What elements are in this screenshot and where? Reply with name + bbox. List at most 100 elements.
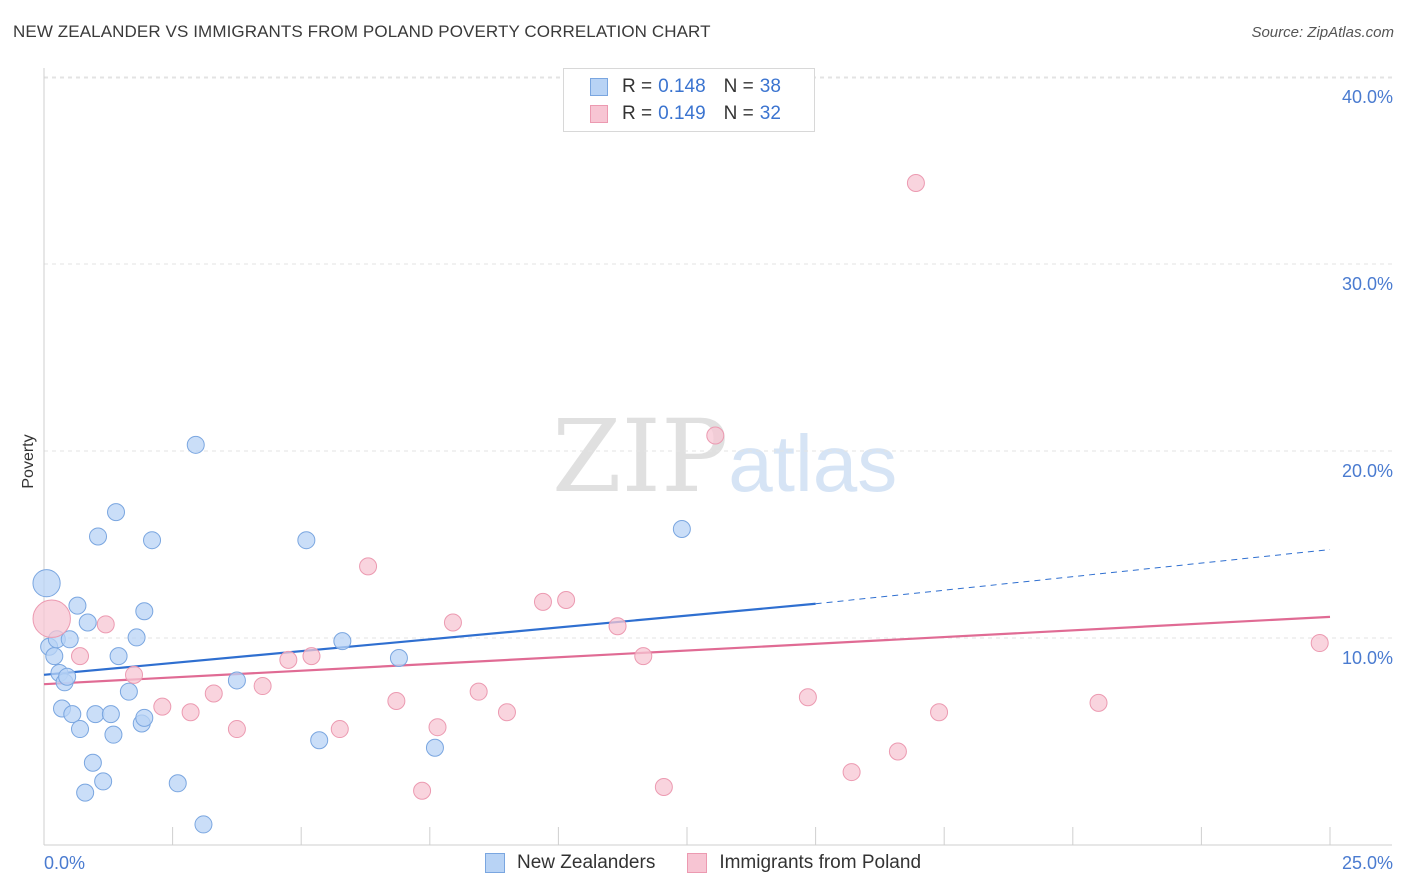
new-zealander-point bbox=[143, 531, 162, 550]
poland-immigrant-point bbox=[125, 665, 144, 684]
legend-r-value: 0.148 bbox=[658, 76, 706, 97]
y-tick-label: 10.0% bbox=[1342, 648, 1393, 668]
legend-n-label: N = bbox=[723, 76, 754, 97]
poland-immigrant-point bbox=[428, 718, 447, 737]
poland-immigrant-point bbox=[706, 426, 725, 445]
y-tick-label: 20.0% bbox=[1342, 461, 1393, 481]
new-zealander-point bbox=[186, 435, 205, 454]
new-zealander-point bbox=[310, 731, 329, 750]
legend-n-value: 38 bbox=[759, 76, 781, 97]
poland-immigrant-point bbox=[330, 720, 349, 739]
poland-immigrant-trendline bbox=[43, 615, 1331, 686]
poland-immigrant-point bbox=[181, 703, 200, 722]
y-tick-label: 40.0% bbox=[1342, 87, 1393, 107]
legend-row-new-zealanders: R = 0.148 N = 38 bbox=[590, 74, 781, 100]
new-zealander-point bbox=[194, 815, 213, 834]
legend-n-value: 32 bbox=[759, 103, 781, 124]
legend-item-label: Immigrants from Poland bbox=[719, 852, 922, 873]
new-zealander-point bbox=[135, 602, 154, 621]
legend-item-new-zealanders[interactable]: New Zealanders bbox=[484, 852, 656, 874]
new-zealander-point bbox=[101, 705, 120, 724]
legend-r-label: R = bbox=[622, 76, 653, 97]
source-label: Source: ZipAtlas.com bbox=[1251, 24, 1394, 41]
new-zealander-point bbox=[68, 596, 87, 615]
chart-title: NEW ZEALANDER VS IMMIGRANTS FROM POLAND … bbox=[13, 22, 711, 41]
pink-swatch-icon bbox=[590, 105, 608, 123]
new-zealander-point bbox=[168, 774, 187, 793]
new-zealander-point bbox=[45, 647, 64, 666]
poland-immigrant-point bbox=[634, 647, 653, 666]
poland-immigrant-point bbox=[32, 599, 71, 638]
poland-immigrant-point bbox=[842, 763, 861, 782]
new-zealander-point bbox=[135, 708, 154, 727]
poland-immigrant-point bbox=[443, 613, 462, 632]
x-tick-label: 25.0% bbox=[1342, 853, 1393, 873]
new-zealander-point bbox=[389, 649, 408, 667]
poland-immigrant-point bbox=[387, 692, 406, 711]
new-zealander-point bbox=[333, 632, 352, 651]
new-zealander-point bbox=[425, 738, 444, 757]
blue-swatch-icon bbox=[590, 78, 608, 96]
poland-immigrant-point bbox=[557, 591, 576, 610]
new-zealander-point bbox=[60, 630, 79, 649]
new-zealander-point bbox=[89, 527, 108, 546]
legend-r-label: R = bbox=[622, 103, 653, 124]
new-zealander-point bbox=[119, 682, 138, 701]
new-zealander-trendline-extension bbox=[815, 549, 1331, 605]
new-zealander-point bbox=[94, 772, 113, 791]
new-zealander-point bbox=[107, 503, 126, 522]
legend-r-value: 0.149 bbox=[658, 103, 706, 124]
new-zealander-point bbox=[58, 667, 77, 686]
new-zealander-point bbox=[672, 519, 691, 538]
poland-immigrant-point bbox=[227, 720, 246, 739]
new-zealander-point bbox=[104, 725, 123, 744]
watermark-atlas: atlas bbox=[728, 419, 898, 508]
poland-immigrant-point bbox=[279, 650, 298, 669]
poland-immigrant-point bbox=[96, 615, 115, 634]
poland-immigrant-point bbox=[204, 684, 223, 703]
poland-immigrant-point bbox=[654, 778, 673, 797]
series-legend: New Zealanders Immigrants from Poland bbox=[0, 852, 1406, 874]
y-axis-label: Poverty bbox=[20, 434, 37, 488]
poland-immigrant-point bbox=[413, 781, 432, 800]
poland-immigrant-point bbox=[608, 617, 627, 636]
new-zealander-point bbox=[63, 705, 82, 724]
new-zealander-point bbox=[78, 613, 97, 632]
poland-immigrant-point bbox=[359, 557, 378, 576]
poland-immigrant-point bbox=[1089, 693, 1108, 712]
new-zealander-point bbox=[76, 783, 95, 802]
poland-immigrant-point bbox=[930, 703, 949, 722]
poland-immigrant-point bbox=[302, 647, 321, 666]
poland-immigrant-point bbox=[798, 688, 817, 707]
new-zealander-point bbox=[227, 671, 246, 690]
new-zealander-trendline bbox=[43, 602, 816, 676]
new-zealander-point bbox=[109, 647, 128, 666]
watermark-zip: ZIP bbox=[552, 398, 729, 515]
legend-n-label: N = bbox=[723, 103, 754, 124]
correlation-legend: R = 0.148 N = 38 R = 0.149 N = 32 bbox=[563, 68, 815, 132]
poland-immigrant-point bbox=[888, 742, 907, 761]
poland-immigrant-point bbox=[906, 174, 925, 193]
watermark: ZIPatlas bbox=[552, 398, 897, 515]
poland-immigrant-point bbox=[533, 592, 552, 611]
legend-item-label: New Zealanders bbox=[516, 852, 656, 873]
poland-immigrant-point bbox=[497, 703, 516, 722]
poland-immigrant-point bbox=[253, 677, 272, 696]
new-zealander-point bbox=[86, 705, 105, 724]
poland-immigrant-point bbox=[1310, 634, 1329, 653]
pink-swatch-icon bbox=[687, 853, 708, 873]
new-zealander-point bbox=[297, 531, 316, 550]
new-zealander-point bbox=[83, 753, 102, 772]
poland-immigrant-point bbox=[71, 647, 90, 666]
x-tick-label: 0.0% bbox=[44, 853, 85, 873]
poland-immigrant-point bbox=[469, 682, 488, 701]
legend-item-immigrants-poland[interactable]: Immigrants from Poland bbox=[687, 852, 921, 874]
new-zealander-point bbox=[32, 569, 61, 598]
poland-immigrant-point bbox=[153, 697, 172, 716]
new-zealander-point bbox=[127, 628, 146, 647]
blue-swatch-icon bbox=[484, 853, 505, 873]
legend-row-immigrants-poland: R = 0.149 N = 32 bbox=[590, 101, 781, 127]
y-tick-label: 30.0% bbox=[1342, 274, 1393, 294]
new-zealander-point bbox=[71, 720, 90, 739]
